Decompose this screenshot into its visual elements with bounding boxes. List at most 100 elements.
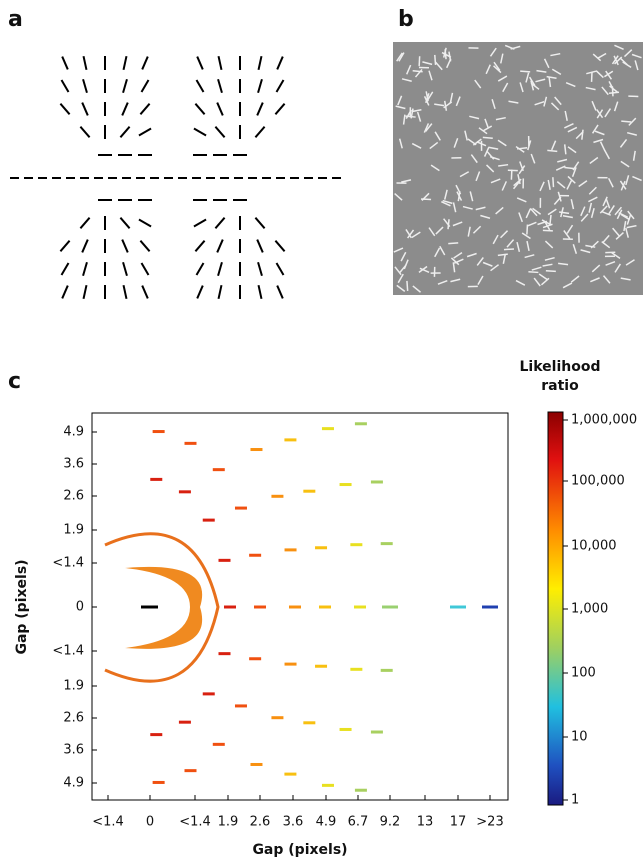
stroke [79,126,91,138]
gabor [452,262,456,273]
gabor [607,177,614,188]
gabor [526,221,537,227]
colorbar [547,411,564,806]
x-tick-label: 0 [146,815,154,830]
gabor [482,136,493,140]
stroke [119,126,131,138]
gabor [483,147,490,157]
gabor [570,199,575,210]
gabor [480,214,491,219]
gabor [493,61,501,71]
stroke [254,217,266,229]
gabor [547,179,551,190]
gabor [485,164,495,173]
gabor [543,96,548,107]
gabor [541,219,552,226]
gabor [403,259,409,270]
gabor [581,129,584,140]
gabor [419,267,430,274]
colorbar-tick-label: 10 [571,730,588,745]
gabor [434,247,441,258]
y-tick-label: 0 [76,600,84,615]
gabor [567,126,578,133]
gabor [540,277,550,286]
gabor [611,86,614,97]
stroke [217,55,223,71]
gabor [608,205,615,215]
gabor [395,105,406,110]
gabor [602,196,608,207]
gabor [397,95,403,106]
gabor [562,215,573,219]
gabor [459,171,470,178]
colorbar-tick-label: 1,000 [571,602,608,617]
gabor [476,257,484,266]
gabor [567,175,576,184]
gabor [586,70,597,75]
gabor [539,181,545,192]
panel-label: b [398,7,414,32]
stroke [257,78,263,94]
stroke [274,240,286,252]
stroke [257,284,263,300]
stroke [81,239,89,253]
gabor [625,259,635,266]
stroke [214,217,226,229]
gabor [516,241,521,253]
gabor [615,231,624,240]
y-tick-label: 2.6 [63,711,84,726]
gabor [435,61,443,71]
gabor [588,196,598,203]
colorbar-title: ratio [541,378,579,394]
gabor [550,102,560,111]
panel-label: c [8,369,21,394]
gabor [608,91,620,94]
gabor [482,261,493,267]
gabor [588,202,593,213]
gabor [605,198,611,209]
gabor [400,251,407,262]
gabor [411,142,422,149]
gabor [453,137,459,148]
gabor [604,108,612,118]
gabor [489,47,497,57]
x-axis-label: Gap (pixels) [252,842,347,858]
gabor [632,150,636,161]
y-tick-label: <1.4 [52,644,84,659]
gabor [533,277,541,287]
panel-b-image [393,42,643,295]
gabor [590,277,600,283]
gabor [611,55,619,65]
gabor [625,227,630,238]
gabor [423,123,430,133]
stroke [82,78,88,94]
stroke [60,79,70,93]
gabor [476,141,487,147]
gabor [441,201,451,207]
gabor [453,251,463,259]
gabor [405,64,412,75]
gabor [448,242,459,245]
stroke [196,285,204,299]
gabor [620,180,626,191]
stroke [140,79,150,93]
gabor [469,191,474,202]
stroke [195,262,205,276]
gabor [626,131,638,136]
gabor [397,273,404,284]
stroke [79,217,91,229]
gabor [542,223,553,229]
gabor [402,114,406,125]
gabor [572,243,578,254]
stroke [276,56,284,70]
gabor [528,76,536,87]
gabor [520,70,531,73]
gabor [515,279,526,286]
gabor [499,230,509,239]
gabor [515,145,525,153]
gabor [545,269,556,273]
stroke [217,78,223,94]
gabor [425,91,429,102]
gabor [631,53,642,59]
gabor [425,123,433,132]
